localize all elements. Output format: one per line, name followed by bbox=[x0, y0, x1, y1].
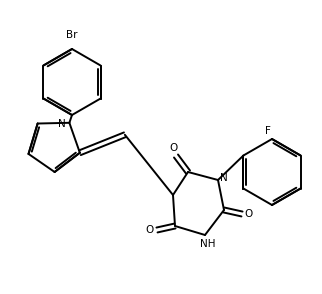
Text: Br: Br bbox=[66, 30, 78, 40]
Text: O: O bbox=[170, 143, 178, 153]
Text: F: F bbox=[265, 126, 271, 136]
Text: NH: NH bbox=[200, 239, 216, 249]
Text: N: N bbox=[220, 173, 228, 183]
Text: N: N bbox=[59, 119, 66, 129]
Text: O: O bbox=[245, 209, 253, 219]
Text: O: O bbox=[146, 225, 154, 235]
